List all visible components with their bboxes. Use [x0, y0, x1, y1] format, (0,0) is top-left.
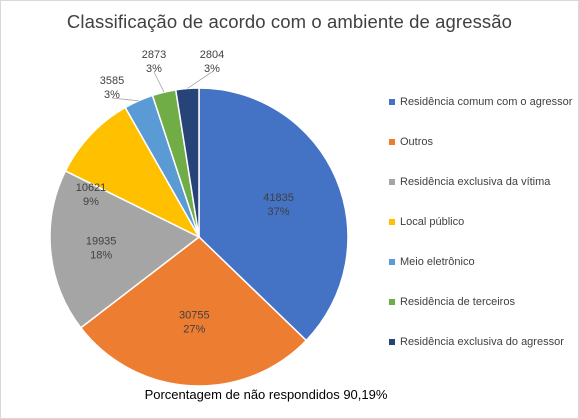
leader-line	[111, 97, 139, 102]
legend-swatch	[389, 99, 395, 105]
pie-slice	[198, 87, 349, 342]
legend-swatch	[389, 139, 395, 145]
data-label-value: 3585	[100, 75, 124, 87]
legend-label: Residência exclusiva do agressor	[400, 336, 564, 348]
legend-label: Outros	[400, 136, 434, 148]
legend-swatch	[389, 179, 395, 185]
data-label-percent: 18%	[90, 250, 112, 262]
legend-swatch	[389, 219, 395, 225]
legend-label: Meio eletrônico	[400, 256, 475, 268]
pie-slice	[64, 106, 201, 239]
chart-title: Classificação de acordo com o ambiente d…	[66, 11, 513, 32]
data-label-percent: 37%	[268, 206, 290, 218]
data-label-percent: 3%	[204, 63, 220, 75]
legend-label: Local público	[400, 216, 465, 228]
data-label-value: 10621	[76, 182, 107, 194]
leader-line	[187, 71, 213, 89]
data-label-value: 30755	[179, 309, 210, 321]
data-label-value: 19935	[86, 236, 117, 248]
leader-line	[153, 71, 165, 93]
pie-slice	[79, 236, 308, 387]
data-label-percent: 9%	[83, 196, 99, 208]
data-label-percent: 3%	[104, 89, 120, 101]
legend-item: Residência de terceiros	[389, 296, 572, 336]
legend-swatch	[389, 259, 395, 265]
chart-footnote: Porcentagem de não respondidos 90,19%	[144, 387, 388, 402]
legend-item: Residência comum com o agressor	[389, 96, 572, 136]
legend-item: Residência exclusiva da vítima	[389, 176, 572, 216]
chart-legend: Residência comum com o agressor Outros Res…	[389, 96, 572, 376]
legend-label: Residência exclusiva da vítima	[400, 176, 551, 188]
data-label-value: 2804	[200, 49, 224, 61]
legend-item: Local público	[389, 216, 572, 256]
data-label-value: 2873	[142, 49, 166, 61]
legend-item: Meio eletrônico	[389, 256, 572, 296]
legend-label: Residência de terceiros	[400, 296, 515, 308]
legend-label: Residência comum com o agressor	[400, 96, 573, 108]
data-label-percent: 3%	[146, 63, 162, 75]
legend-item: Residência exclusiva do agressor	[389, 336, 572, 376]
pie-slice	[49, 169, 201, 329]
pie-slice	[174, 87, 200, 238]
data-label-value: 41835	[263, 192, 294, 204]
legend-item: Outros	[389, 136, 572, 176]
legend-swatch	[389, 299, 395, 305]
legend-swatch	[389, 339, 395, 345]
data-label-percent: 27%	[183, 323, 205, 335]
